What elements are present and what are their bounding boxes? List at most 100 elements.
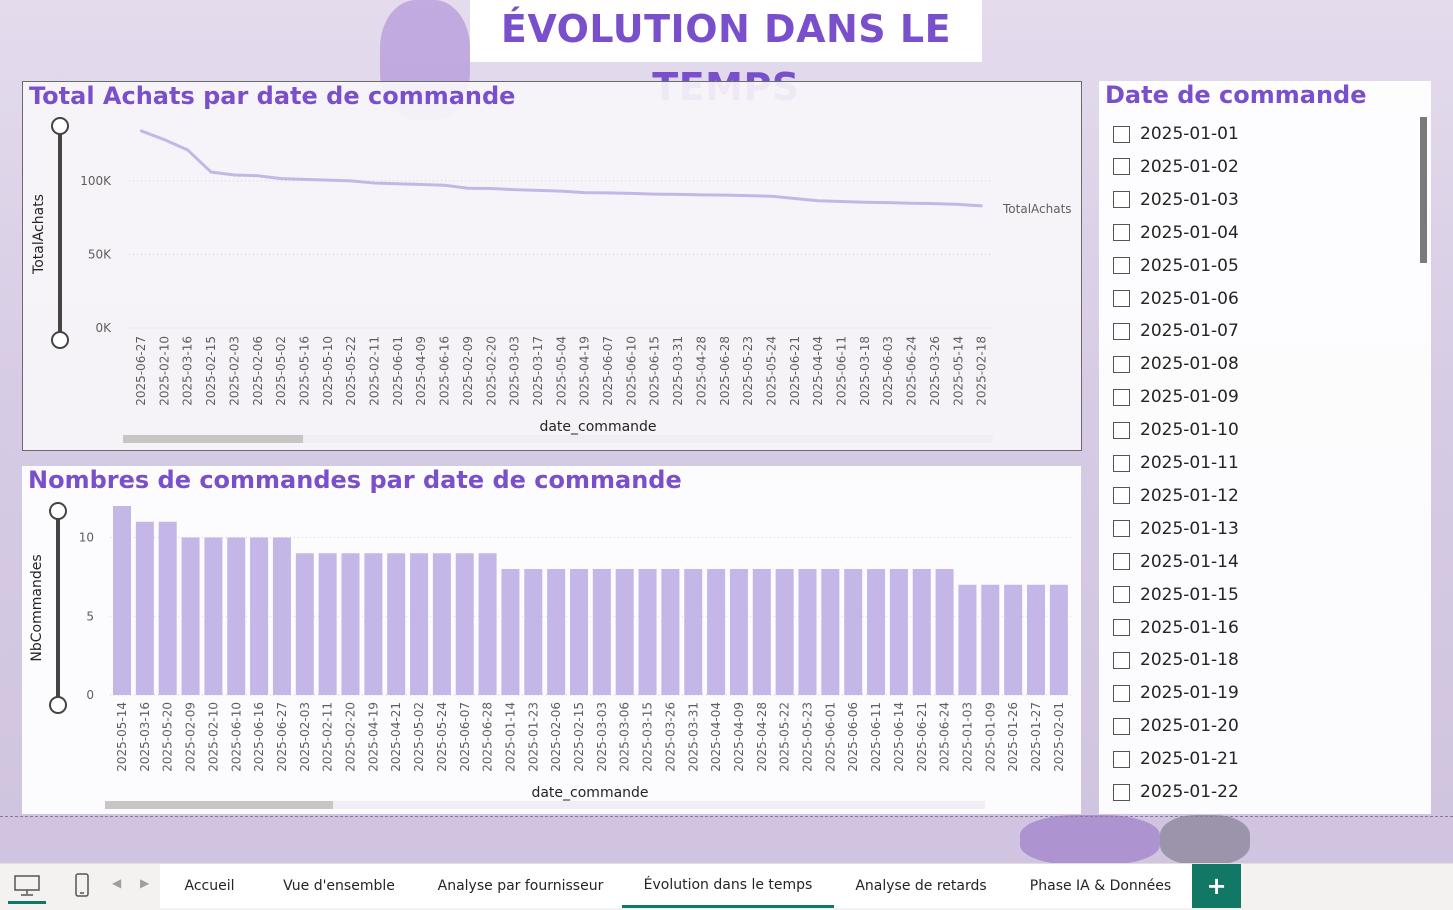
bar[interactable] xyxy=(158,521,177,695)
bar[interactable] xyxy=(775,569,794,695)
next-page-icon[interactable]: ▶ xyxy=(140,876,150,890)
page-tab[interactable]: Accueil xyxy=(160,864,260,908)
data-point[interactable] xyxy=(233,173,236,177)
data-point[interactable] xyxy=(887,201,890,204)
horizontal-scrollbar[interactable] xyxy=(105,801,985,809)
slicer-checkbox[interactable] xyxy=(1113,388,1130,406)
slicer-item[interactable]: 2025-01-12 xyxy=(1113,483,1239,509)
slicer-checkbox[interactable] xyxy=(1113,224,1130,242)
page-tab[interactable]: Phase IA & Données xyxy=(1008,864,1194,908)
horizontal-scrollbar[interactable] xyxy=(123,435,993,443)
slicer-checkbox[interactable] xyxy=(1113,421,1130,439)
data-point[interactable] xyxy=(863,200,867,204)
scrollbar-thumb[interactable] xyxy=(105,801,333,809)
bar[interactable] xyxy=(889,569,908,695)
bar[interactable] xyxy=(524,569,543,695)
bar[interactable] xyxy=(935,569,954,695)
slicer-checkbox[interactable] xyxy=(1113,454,1130,472)
slider-handle-bottom[interactable] xyxy=(49,696,67,714)
series-line-totalachats[interactable] xyxy=(140,129,982,208)
data-point[interactable] xyxy=(957,203,960,206)
slicer-checkbox[interactable] xyxy=(1113,619,1130,636)
data-point[interactable] xyxy=(326,178,329,182)
slider-handle-top[interactable] xyxy=(49,502,67,520)
slicer-item[interactable]: 2025-01-18 xyxy=(1113,647,1239,673)
date-slicer[interactable]: Date de commande 2025-01-01 2025-01-02 202… xyxy=(1099,81,1431,814)
bar[interactable] xyxy=(341,553,360,695)
data-point[interactable] xyxy=(466,187,470,190)
slider-handle-bottom[interactable] xyxy=(51,331,69,349)
data-point[interactable] xyxy=(910,202,913,205)
data-point[interactable] xyxy=(933,202,937,205)
data-point[interactable] xyxy=(420,183,423,186)
data-point[interactable] xyxy=(793,197,796,200)
slicer-item[interactable]: 2025-01-01 xyxy=(1113,121,1239,147)
slicer-checkbox[interactable] xyxy=(1113,520,1130,538)
data-point[interactable] xyxy=(676,193,680,196)
slicer-item[interactable]: 2025-01-14 xyxy=(1113,549,1239,575)
data-point[interactable] xyxy=(746,194,750,197)
bar[interactable] xyxy=(867,569,886,695)
bar[interactable] xyxy=(135,521,154,695)
bar[interactable] xyxy=(821,569,840,695)
bar[interactable] xyxy=(798,569,817,695)
slicer-item[interactable]: 2025-01-04 xyxy=(1113,220,1239,246)
bar[interactable] xyxy=(295,553,314,695)
slicer-item[interactable]: 2025-01-13 xyxy=(1113,516,1239,542)
data-point[interactable] xyxy=(513,188,516,191)
slider-handle-top[interactable] xyxy=(51,117,69,135)
bar[interactable] xyxy=(912,569,931,695)
slicer-item[interactable]: 2025-01-21 xyxy=(1113,746,1239,772)
data-point[interactable] xyxy=(700,193,703,197)
slicer-checkbox[interactable] xyxy=(1113,290,1130,307)
bar[interactable] xyxy=(227,537,246,696)
slicer-checkbox[interactable] xyxy=(1113,487,1130,505)
slicer-item[interactable]: 2025-01-16 xyxy=(1113,615,1239,641)
bar[interactable] xyxy=(615,569,634,695)
desktop-view-icon[interactable] xyxy=(8,870,46,904)
slicer-checkbox[interactable] xyxy=(1113,257,1130,275)
slicer-item[interactable]: 2025-01-07 xyxy=(1113,318,1239,344)
slicer-item[interactable]: 2025-01-06 xyxy=(1113,286,1239,312)
slicer-item[interactable]: 2025-01-03 xyxy=(1113,187,1239,213)
bar[interactable] xyxy=(638,569,657,695)
data-point[interactable] xyxy=(490,187,493,190)
data-point[interactable] xyxy=(980,204,983,208)
slicer-item[interactable]: 2025-01-08 xyxy=(1113,351,1239,377)
slicer-item[interactable]: 2025-01-15 xyxy=(1113,582,1239,608)
data-point[interactable] xyxy=(186,148,189,152)
bar[interactable] xyxy=(844,569,863,695)
page-tab[interactable]: Analyse de retards xyxy=(834,864,1009,908)
data-point[interactable] xyxy=(443,184,446,187)
slicer-checkbox[interactable] xyxy=(1113,355,1130,373)
data-point[interactable] xyxy=(560,189,563,193)
data-point[interactable] xyxy=(349,179,353,183)
slicer-item[interactable]: 2025-01-09 xyxy=(1113,384,1239,410)
bar[interactable] xyxy=(250,537,269,696)
data-point[interactable] xyxy=(840,200,843,203)
data-point[interactable] xyxy=(373,181,376,185)
bar[interactable] xyxy=(455,553,474,695)
slicer-checkbox[interactable] xyxy=(1113,684,1130,702)
data-point[interactable] xyxy=(536,189,540,192)
bar[interactable] xyxy=(547,569,566,695)
slicer-item[interactable]: 2025-01-20 xyxy=(1113,713,1239,739)
data-point[interactable] xyxy=(583,191,586,194)
slicer-checkbox[interactable] xyxy=(1113,783,1130,801)
nb-commandes-chart[interactable]: Nombres de commandes par date de command… xyxy=(22,466,1081,814)
slicer-item[interactable]: 2025-01-10 xyxy=(1113,417,1239,443)
data-point[interactable] xyxy=(139,129,143,133)
bar[interactable] xyxy=(958,584,977,695)
slicer-checkbox[interactable] xyxy=(1113,125,1130,143)
bar[interactable] xyxy=(1027,584,1045,695)
bar[interactable] xyxy=(410,553,429,695)
prev-page-icon[interactable]: ◀ xyxy=(112,876,122,890)
bar[interactable] xyxy=(1004,584,1023,695)
slicer-checkbox[interactable] xyxy=(1113,586,1130,604)
slicer-scrollbar-thumb[interactable] xyxy=(1420,117,1427,263)
slicer-item[interactable]: 2025-01-19 xyxy=(1113,680,1239,706)
bar[interactable] xyxy=(387,553,406,695)
page-tab[interactable]: Évolution dans le temps xyxy=(622,864,835,908)
slicer-checkbox[interactable] xyxy=(1113,191,1130,209)
data-point[interactable] xyxy=(770,195,773,198)
